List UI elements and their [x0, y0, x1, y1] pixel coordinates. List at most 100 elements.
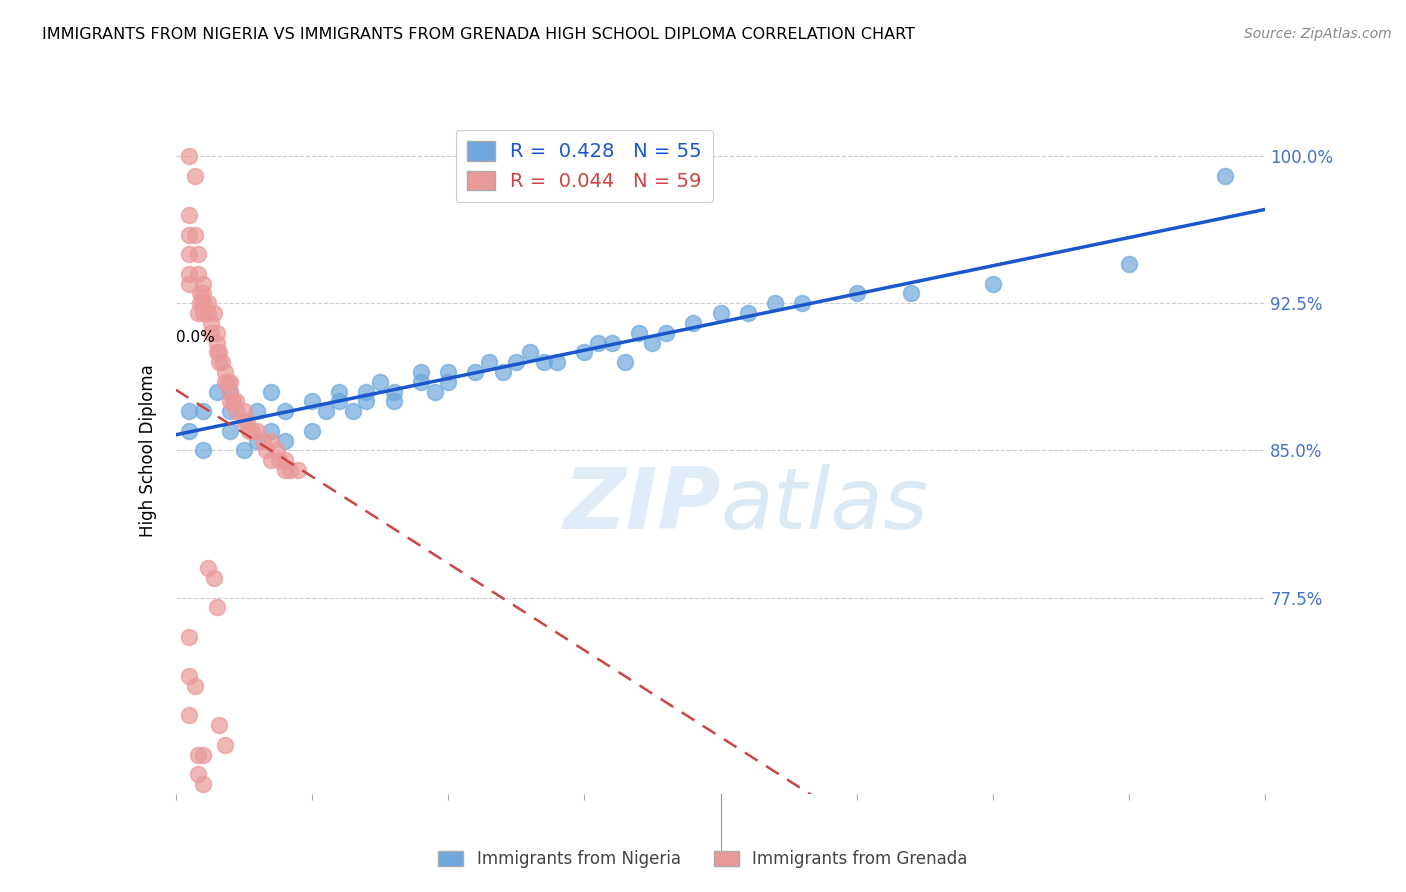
Point	[217, 375, 239, 389]
Point	[266, 443, 288, 458]
Point	[382, 394, 405, 409]
Point	[225, 394, 247, 409]
Point	[260, 384, 283, 399]
Point	[328, 394, 350, 409]
Point	[214, 365, 236, 379]
Point	[478, 355, 501, 369]
Point	[437, 375, 460, 389]
Point	[981, 277, 1004, 291]
Point	[200, 326, 222, 340]
Point	[219, 424, 242, 438]
Text: atlas: atlas	[721, 464, 928, 547]
Point	[205, 335, 228, 350]
Point	[682, 316, 704, 330]
Y-axis label: High School Diploma: High School Diploma	[139, 364, 157, 537]
Point	[252, 434, 274, 448]
Point	[179, 630, 201, 644]
Point	[179, 424, 201, 438]
Point	[409, 375, 432, 389]
Point	[238, 424, 260, 438]
Point	[278, 463, 301, 477]
Point	[845, 286, 868, 301]
Point	[184, 169, 207, 183]
Point	[464, 365, 486, 379]
Legend: R =  0.428   N = 55, R =  0.044   N = 59: R = 0.428 N = 55, R = 0.044 N = 59	[456, 130, 713, 202]
Point	[186, 267, 209, 281]
Point	[240, 424, 263, 438]
Point	[208, 355, 231, 369]
Point	[191, 286, 214, 301]
Point	[179, 708, 201, 723]
Point	[260, 453, 283, 467]
Point	[219, 375, 242, 389]
Point	[232, 414, 254, 428]
Point	[197, 306, 219, 320]
Point	[191, 277, 214, 291]
Point	[202, 571, 225, 585]
Point	[219, 394, 242, 409]
Point	[222, 394, 245, 409]
Point	[211, 355, 233, 369]
Point	[205, 600, 228, 615]
Point	[219, 384, 242, 399]
Text: 0.0%: 0.0%	[176, 330, 215, 345]
Point	[191, 747, 214, 762]
Point	[269, 453, 291, 467]
Point	[586, 335, 609, 350]
Point	[186, 747, 209, 762]
Point	[546, 355, 568, 369]
Point	[232, 443, 254, 458]
Point	[315, 404, 337, 418]
Legend: Immigrants from Nigeria, Immigrants from Grenada: Immigrants from Nigeria, Immigrants from…	[432, 844, 974, 875]
Point	[186, 306, 209, 320]
Point	[188, 286, 211, 301]
Point	[356, 394, 378, 409]
Point	[763, 296, 786, 310]
Point	[232, 404, 254, 418]
Point	[246, 404, 269, 418]
Point	[274, 463, 297, 477]
Point	[533, 355, 555, 369]
Point	[214, 738, 236, 752]
Point	[423, 384, 446, 399]
Point	[179, 404, 201, 418]
Point	[219, 404, 242, 418]
Point	[505, 355, 527, 369]
Point	[254, 443, 277, 458]
Point	[246, 424, 269, 438]
Point	[205, 326, 228, 340]
Point	[179, 208, 201, 222]
Point	[186, 247, 209, 261]
Point	[519, 345, 541, 359]
Point	[641, 335, 664, 350]
Point	[225, 404, 247, 418]
Point	[301, 394, 323, 409]
Point	[356, 384, 378, 399]
Point	[274, 453, 297, 467]
Point	[260, 424, 283, 438]
Point	[900, 286, 922, 301]
Point	[437, 365, 460, 379]
Point	[191, 443, 214, 458]
Point	[205, 345, 228, 359]
Point	[368, 375, 391, 389]
Point	[342, 404, 364, 418]
Point	[184, 679, 207, 693]
Point	[274, 404, 297, 418]
Point	[191, 306, 214, 320]
Point	[188, 296, 211, 310]
Point	[219, 384, 242, 399]
Point	[655, 326, 678, 340]
Point	[492, 365, 515, 379]
Point	[202, 306, 225, 320]
Point	[301, 424, 323, 438]
Point	[328, 384, 350, 399]
Point	[179, 227, 201, 242]
Text: IMMIGRANTS FROM NIGERIA VS IMMIGRANTS FROM GRENADA HIGH SCHOOL DIPLOMA CORRELATI: IMMIGRANTS FROM NIGERIA VS IMMIGRANTS FR…	[42, 27, 915, 42]
Point	[184, 227, 207, 242]
Text: ZIP: ZIP	[562, 464, 721, 547]
Point	[235, 414, 257, 428]
Point	[179, 277, 201, 291]
Point	[1118, 257, 1140, 271]
Point	[208, 345, 231, 359]
